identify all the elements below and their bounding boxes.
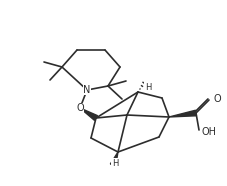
Text: O: O (213, 94, 221, 104)
Polygon shape (80, 108, 97, 120)
Text: H: H (145, 83, 151, 92)
Polygon shape (169, 110, 196, 117)
Text: OH: OH (202, 127, 217, 137)
Text: H: H (112, 158, 118, 168)
Polygon shape (110, 152, 118, 166)
Text: N: N (83, 85, 91, 95)
Text: O: O (76, 103, 84, 113)
